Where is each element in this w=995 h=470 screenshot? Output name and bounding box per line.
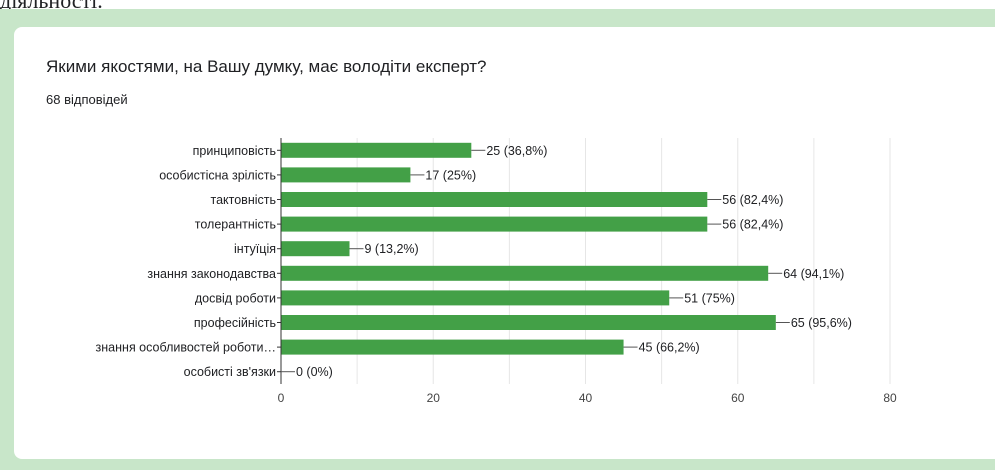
x-tick-label: 20 bbox=[427, 391, 441, 405]
bar bbox=[281, 142, 472, 158]
data-label: 0 (0%) bbox=[296, 365, 333, 379]
data-label: 25 (36,8%) bbox=[486, 144, 547, 158]
data-label: 17 (25%) bbox=[425, 168, 476, 182]
bar bbox=[281, 339, 624, 355]
x-tick-label: 60 bbox=[731, 391, 745, 405]
x-tick-label: 80 bbox=[883, 391, 897, 405]
category-label: особистісна зрілість bbox=[159, 168, 276, 182]
data-label: 51 (75%) bbox=[684, 291, 735, 305]
summary-card bbox=[14, 27, 995, 459]
bars bbox=[281, 142, 776, 355]
x-tick-label: 40 bbox=[579, 391, 593, 405]
bar bbox=[281, 241, 350, 257]
category-label: принциповість bbox=[193, 144, 276, 158]
bar bbox=[281, 290, 670, 306]
question-title: Якими якостями, на Вашу думку, має волод… bbox=[46, 57, 487, 76]
category-label: тактовність bbox=[211, 193, 277, 207]
response-count: 68 відповідей bbox=[46, 92, 128, 107]
category-label: професійність bbox=[194, 316, 276, 330]
bar bbox=[281, 167, 411, 183]
bar bbox=[281, 216, 708, 232]
data-label: 56 (82,4%) bbox=[722, 218, 783, 232]
data-label: 56 (82,4%) bbox=[722, 193, 783, 207]
data-label: 64 (94,1%) bbox=[783, 267, 844, 281]
category-label: досвід роботи bbox=[195, 291, 276, 305]
category-label: знання законодавства bbox=[147, 267, 276, 281]
bar bbox=[281, 192, 708, 207]
data-label: 45 (66,2%) bbox=[639, 341, 700, 355]
category-label: толерантність bbox=[195, 218, 276, 232]
data-label: 9 (13,2%) bbox=[365, 242, 419, 256]
bar bbox=[281, 315, 776, 330]
category-label: знання особливостей роботи… bbox=[96, 341, 276, 355]
category-label: особисті зв'язки bbox=[184, 365, 276, 379]
category-label: інтуїція bbox=[234, 242, 276, 256]
data-label: 65 (95,6%) bbox=[791, 316, 852, 330]
labels: 0 20 40 60 80 принциповість 25 (36,8%) особисті… bbox=[96, 144, 897, 405]
axes bbox=[277, 138, 282, 384]
bar bbox=[281, 265, 769, 281]
x-tick-label: 0 bbox=[278, 391, 285, 405]
